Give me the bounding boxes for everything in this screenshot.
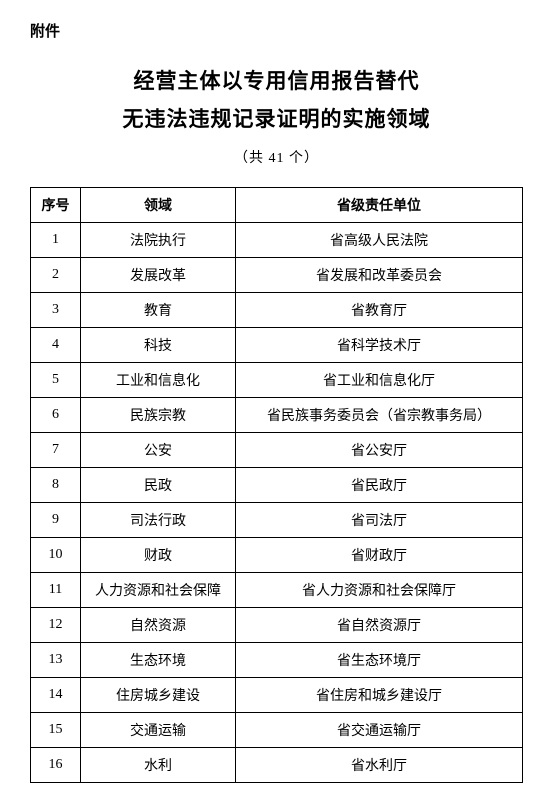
table-row: 14住房城乡建设省住房和城乡建设厅 <box>31 677 523 712</box>
cell-unit: 省教育厅 <box>236 292 523 327</box>
table-header-row: 序号 领域 省级责任单位 <box>31 187 523 222</box>
title-block: 经营主体以专用信用报告替代 无违法违规记录证明的实施领域 （共 41 个） <box>30 63 523 167</box>
cell-unit: 省司法厅 <box>236 502 523 537</box>
cell-domain: 民政 <box>81 467 236 502</box>
table-row: 4科技省科学技术厅 <box>31 327 523 362</box>
cell-num: 5 <box>31 362 81 397</box>
cell-domain: 自然资源 <box>81 607 236 642</box>
table-row: 1法院执行省高级人民法院 <box>31 222 523 257</box>
cell-domain: 工业和信息化 <box>81 362 236 397</box>
cell-unit: 省工业和信息化厅 <box>236 362 523 397</box>
cell-num: 3 <box>31 292 81 327</box>
table-row: 6民族宗教省民族事务委员会（省宗教事务局） <box>31 397 523 432</box>
table-row: 16水利省水利厅 <box>31 747 523 782</box>
cell-unit: 省人力资源和社会保障厅 <box>236 572 523 607</box>
cell-domain: 民族宗教 <box>81 397 236 432</box>
cell-num: 8 <box>31 467 81 502</box>
cell-num: 9 <box>31 502 81 537</box>
cell-domain: 交通运输 <box>81 712 236 747</box>
cell-unit: 省自然资源厅 <box>236 607 523 642</box>
cell-unit: 省水利厅 <box>236 747 523 782</box>
cell-domain: 教育 <box>81 292 236 327</box>
cell-num: 14 <box>31 677 81 712</box>
table-row: 7公安省公安厅 <box>31 432 523 467</box>
cell-num: 1 <box>31 222 81 257</box>
header-unit: 省级责任单位 <box>236 187 523 222</box>
cell-unit: 省财政厅 <box>236 537 523 572</box>
attachment-label: 附件 <box>30 20 523 41</box>
cell-num: 12 <box>31 607 81 642</box>
cell-num: 6 <box>31 397 81 432</box>
cell-domain: 法院执行 <box>81 222 236 257</box>
cell-num: 7 <box>31 432 81 467</box>
subtitle: （共 41 个） <box>30 147 523 167</box>
cell-unit: 省科学技术厅 <box>236 327 523 362</box>
table-row: 5工业和信息化省工业和信息化厅 <box>31 362 523 397</box>
cell-num: 11 <box>31 572 81 607</box>
cell-domain: 住房城乡建设 <box>81 677 236 712</box>
cell-num: 15 <box>31 712 81 747</box>
cell-unit: 省公安厅 <box>236 432 523 467</box>
title-line-2: 无违法违规记录证明的实施领域 <box>30 101 523 139</box>
cell-unit: 省生态环境厅 <box>236 642 523 677</box>
cell-unit: 省高级人民法院 <box>236 222 523 257</box>
table-row: 10财政省财政厅 <box>31 537 523 572</box>
table-row: 9司法行政省司法厅 <box>31 502 523 537</box>
domain-table: 序号 领域 省级责任单位 1法院执行省高级人民法院2发展改革省发展和改革委员会3… <box>30 187 523 783</box>
cell-domain: 财政 <box>81 537 236 572</box>
title-line-1: 经营主体以专用信用报告替代 <box>30 63 523 101</box>
table-row: 12自然资源省自然资源厅 <box>31 607 523 642</box>
cell-domain: 水利 <box>81 747 236 782</box>
cell-domain: 科技 <box>81 327 236 362</box>
cell-unit: 省民族事务委员会（省宗教事务局） <box>236 397 523 432</box>
table-row: 3教育省教育厅 <box>31 292 523 327</box>
cell-domain: 生态环境 <box>81 642 236 677</box>
cell-unit: 省交通运输厅 <box>236 712 523 747</box>
cell-unit: 省发展和改革委员会 <box>236 257 523 292</box>
cell-domain: 发展改革 <box>81 257 236 292</box>
table-row: 13生态环境省生态环境厅 <box>31 642 523 677</box>
cell-unit: 省住房和城乡建设厅 <box>236 677 523 712</box>
table-row: 15交通运输省交通运输厅 <box>31 712 523 747</box>
cell-num: 13 <box>31 642 81 677</box>
cell-num: 4 <box>31 327 81 362</box>
cell-domain: 公安 <box>81 432 236 467</box>
header-num: 序号 <box>31 187 81 222</box>
cell-num: 16 <box>31 747 81 782</box>
cell-domain: 人力资源和社会保障 <box>81 572 236 607</box>
cell-domain: 司法行政 <box>81 502 236 537</box>
table-row: 2发展改革省发展和改革委员会 <box>31 257 523 292</box>
table-row: 8民政省民政厅 <box>31 467 523 502</box>
cell-unit: 省民政厅 <box>236 467 523 502</box>
cell-num: 10 <box>31 537 81 572</box>
cell-num: 2 <box>31 257 81 292</box>
header-domain: 领域 <box>81 187 236 222</box>
table-row: 11人力资源和社会保障省人力资源和社会保障厅 <box>31 572 523 607</box>
